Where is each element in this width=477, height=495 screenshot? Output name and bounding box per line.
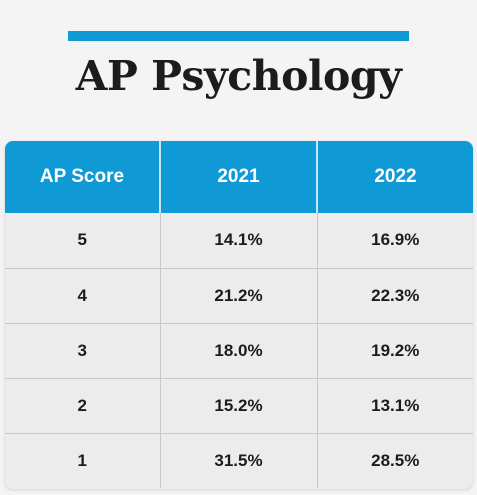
header-2021: 2021	[160, 141, 318, 213]
percent-2022-cell: 13.1%	[317, 378, 473, 434]
percent-2022-cell: 19.2%	[317, 323, 473, 379]
table-row: 2 15.2% 13.1%	[5, 378, 473, 434]
percent-2021-cell: 18.0%	[160, 323, 318, 379]
percent-2022-cell: 16.9%	[317, 213, 473, 269]
percent-2021-cell: 31.5%	[160, 433, 318, 488]
table-row: 4 21.2% 22.3%	[5, 268, 473, 324]
score-cell: 5	[5, 213, 161, 269]
title-accent-bar	[68, 31, 409, 41]
header-ap-score: AP Score	[5, 141, 161, 213]
table-row: 5 14.1% 16.9%	[5, 213, 473, 269]
table-row: 1 31.5% 28.5%	[5, 433, 473, 488]
table-row: 3 18.0% 19.2%	[5, 323, 473, 379]
table-header-row: AP Score 2021 2022	[5, 141, 473, 213]
header-2022: 2022	[374, 166, 417, 187]
score-cell: 4	[5, 268, 161, 324]
score-cell: 3	[5, 323, 161, 379]
score-distribution-table: AP Score 2021 2022 5 14.1% 16.9% 4 21.2%…	[5, 141, 473, 488]
score-distribution-table-card: AP Score 2021 2022 5 14.1% 16.9% 4 21.2%…	[5, 141, 473, 489]
percent-2022-cell: 28.5%	[371, 450, 420, 470]
percent-2021-cell: 15.2%	[160, 378, 318, 434]
percent-2021-cell: 21.2%	[160, 268, 318, 324]
percent-2022-cell: 22.3%	[317, 268, 473, 324]
page-title: AP Psychology	[75, 52, 402, 100]
percent-2021-cell: 14.1%	[160, 213, 318, 269]
score-cell: 2	[5, 378, 161, 434]
score-cell: 1	[5, 433, 161, 488]
